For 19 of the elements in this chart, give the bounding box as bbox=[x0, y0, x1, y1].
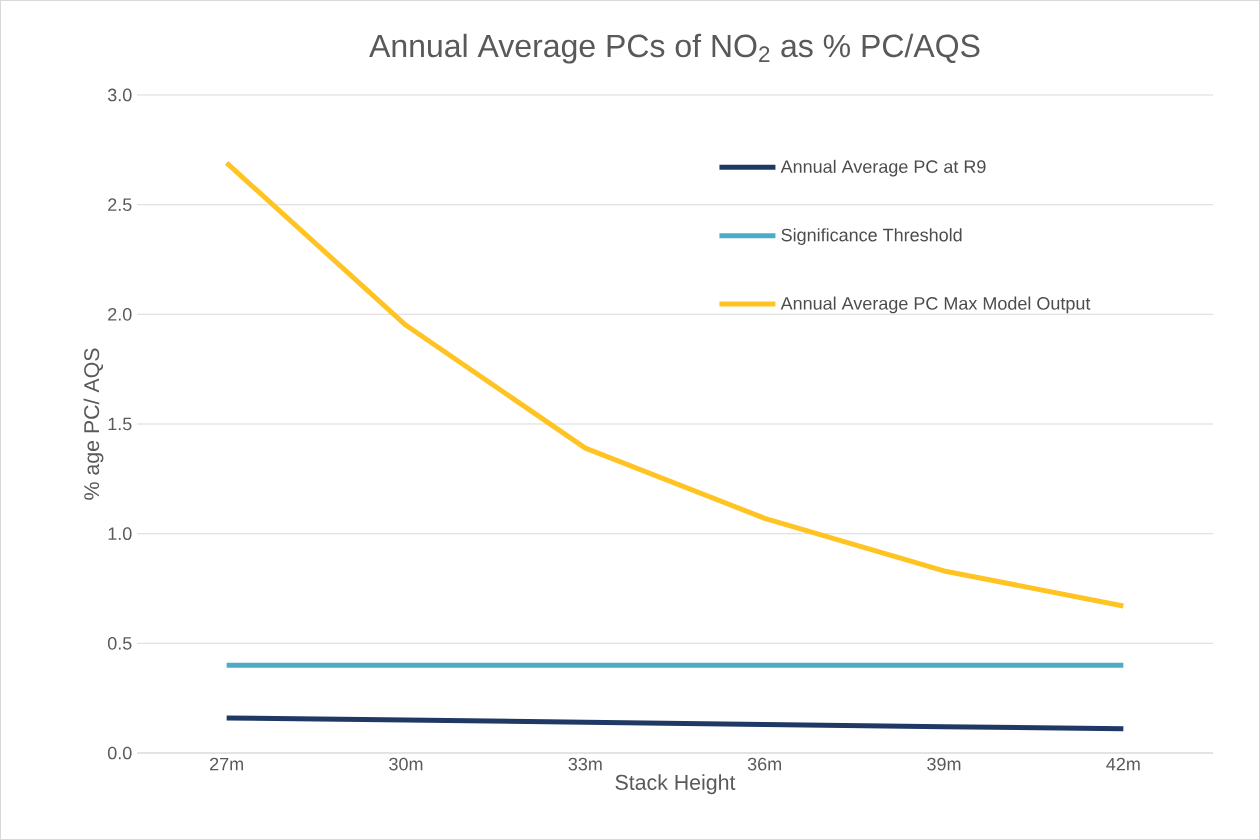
y-tick-label: 1.0 bbox=[108, 527, 132, 541]
y-tick-label: 2.0 bbox=[108, 307, 132, 321]
legend-label: Significance Threshold bbox=[781, 228, 962, 245]
x-tick-label: 39m bbox=[927, 757, 961, 771]
legend-label: Annual Average PC Max Model Output bbox=[780, 296, 1091, 314]
x-tick-label: 42m bbox=[1106, 757, 1140, 771]
y-tick-label: 0.0 bbox=[107, 746, 132, 760]
x-tick-label: 30m bbox=[389, 757, 423, 771]
y-tick-label: 2.5 bbox=[108, 198, 132, 212]
legend-label: Annual Average PC at R9 bbox=[780, 159, 986, 177]
x-tick-label: 27m bbox=[210, 757, 243, 771]
x-tick-label: 33m bbox=[568, 757, 602, 771]
y-tick-label: 3.0 bbox=[107, 88, 132, 102]
y-tick-label: 1.5 bbox=[108, 417, 132, 431]
x-tick-label: 36m bbox=[747, 757, 781, 771]
y-tick-label: 0.5 bbox=[107, 636, 132, 650]
chart-title: Annual Average PCs of NO$_{2}$ as % PC/AQS bbox=[369, 33, 980, 64]
y-axis-title: % age PC/ AQS bbox=[83, 348, 104, 500]
x-axis-title: Stack Height bbox=[615, 774, 736, 795]
